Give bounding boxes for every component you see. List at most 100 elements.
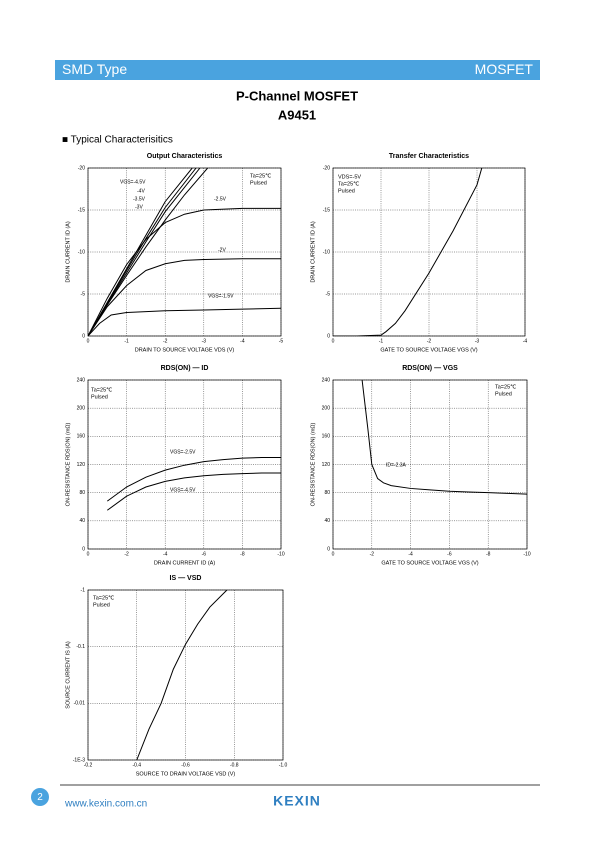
footer-logo: KEXIN [273, 793, 321, 809]
x-tick-label: -4 [408, 551, 413, 557]
x-axis-label: DRAIN TO SOURCE VOLTAGE VDS (V) [135, 347, 235, 353]
y-tick-label: -15 [323, 207, 330, 213]
x-tick-label: -1 [379, 338, 384, 344]
chart-title: RDS(ON) — ID [161, 365, 209, 372]
x-axis-label: SOURCE TO DRAIN VOLTAGE VSD (V) [136, 771, 236, 777]
chart-title: IS — VSD [170, 575, 202, 582]
x-axis-label: GATE TO SOURCE VOLTAGE VGS (V) [380, 347, 477, 353]
header-right: MOSFET [475, 61, 534, 77]
annotation: VDS=-5V [338, 174, 361, 180]
chart: Transfer Characteristics 0 -1 -2 -3 -4 0 -5 -10 -… [310, 153, 527, 354]
header-left: SMD Type [62, 61, 127, 77]
x-tick-label: -0.4 [132, 762, 141, 768]
curve-label: ID=-2.3A [386, 462, 407, 468]
header-bar [55, 60, 540, 80]
curve-label: VGS=-4.5V [170, 487, 196, 493]
section-title: ■ Typical Characterisitics [62, 135, 173, 146]
plot-frame [87, 167, 282, 337]
x-tick-label: -10 [277, 551, 284, 557]
x-tick-label: 0 [332, 338, 335, 344]
y-tick-label: -0.1 [76, 644, 85, 650]
chart: RDS(ON) — ID 0 -2 -4 -6 -8 -10 0 40 80 120 160 200 24… [65, 365, 284, 567]
y-tick-label: -20 [323, 165, 330, 171]
annotation: Pulsed [93, 602, 110, 608]
x-tick-label: -3 [475, 338, 480, 344]
curve [88, 207, 281, 336]
y-axis-label: ON-RESISTANCE RDS(ON) (mΩ) [65, 422, 71, 506]
y-tick-label: 80 [79, 490, 85, 496]
plot-frame [87, 589, 284, 761]
x-tick-label: -2 [427, 338, 432, 344]
footer-url[interactable]: www.kexin.com.cn [64, 799, 147, 810]
y-axis-label: DRAIN CURRENT ID (A) [310, 221, 316, 282]
curve [88, 307, 281, 336]
curve [333, 168, 483, 336]
curve-label: VGS=-4.5V [120, 179, 146, 185]
y-tick-label: 0 [82, 546, 85, 552]
x-tick-label: -10 [523, 551, 530, 557]
y-tick-label: -10 [78, 249, 85, 255]
page-badge [31, 788, 49, 806]
chart: IS — VSD -0.2 -0.4 -0.6 -0.8 -1.0 -1E-3 -0.01 -0… [65, 575, 287, 778]
chart-title: Transfer Characteristics [389, 153, 469, 160]
annotation: Ta=25℃ [250, 173, 272, 179]
y-tick-label: 200 [322, 405, 331, 411]
annotation: Pulsed [338, 188, 355, 194]
y-tick-label: -1E-3 [73, 757, 85, 763]
x-tick-label: -0.6 [181, 762, 190, 768]
x-tick-label: -2 [124, 551, 129, 557]
x-tick-label: 0 [87, 338, 90, 344]
x-tick-label: -3 [202, 338, 207, 344]
y-tick-label: -5 [81, 291, 86, 297]
y-tick-label: 40 [324, 518, 330, 524]
chart-title: Output Characteristics [147, 153, 223, 160]
page-title: P-Channel MOSFET [236, 88, 358, 103]
x-tick-label: -4 [163, 551, 168, 557]
x-tick-label: -1.0 [279, 762, 288, 768]
curve-label: -2.5V [214, 196, 227, 202]
y-tick-label: -15 [78, 207, 85, 213]
annotation: Ta=25℃ [338, 181, 360, 187]
curve-label: -4V [137, 188, 145, 194]
y-axis-label: DRAIN CURRENT ID (A) [65, 221, 71, 282]
x-tick-label: -2 [370, 551, 375, 557]
x-tick-label: -5 [279, 338, 284, 344]
x-tick-label: -8 [240, 551, 245, 557]
plot-frame [87, 379, 282, 550]
curve [88, 168, 209, 336]
x-tick-label: -0.2 [84, 762, 93, 768]
y-tick-label: 240 [322, 377, 331, 383]
y-tick-label: -5 [326, 291, 331, 297]
x-tick-label: -4 [523, 338, 528, 344]
page-number: 2 [37, 792, 43, 803]
x-tick-label: 0 [87, 551, 90, 557]
y-tick-label: 0 [327, 333, 330, 339]
x-tick-label: -4 [240, 338, 245, 344]
curve [107, 456, 281, 502]
y-axis-label: ON-RESISTANCE RDS(ON) (mΩ) [310, 422, 316, 506]
x-axis-label: GATE TO SOURCE VOLTAGE VGS (V) [381, 560, 478, 566]
curve-label: -2V [218, 247, 226, 253]
x-tick-label: -0.8 [230, 762, 239, 768]
x-tick-label: -6 [447, 551, 452, 557]
curve [88, 258, 281, 336]
annotation: Ta=25℃ [93, 595, 115, 601]
curve-label: -3V [135, 204, 143, 210]
x-tick-label: -6 [202, 551, 207, 557]
y-tick-label: 120 [322, 462, 331, 468]
annotation: Pulsed [250, 180, 267, 186]
x-tick-label: -1 [124, 338, 129, 344]
plot-frame [332, 167, 526, 337]
curve [107, 472, 281, 511]
annotation: Ta=25℃ [91, 387, 113, 393]
y-tick-label: -20 [78, 165, 85, 171]
chart: RDS(ON) — VGS 0 -2 -4 -6 -8 -10 0 40 80 120 160 200 2… [310, 365, 530, 567]
y-axis-label: SOURCE CURRENT IS (A) [65, 641, 71, 709]
y-tick-label: 160 [322, 434, 331, 440]
annotation: Pulsed [495, 391, 512, 397]
curve-label: -3.5V [133, 196, 146, 202]
y-tick-label: 40 [79, 518, 85, 524]
chart: Output Characteristics 0 -1 -2 -3 -4 -5 0 -5 -10 -… [65, 153, 283, 354]
y-tick-label: 80 [324, 490, 330, 496]
